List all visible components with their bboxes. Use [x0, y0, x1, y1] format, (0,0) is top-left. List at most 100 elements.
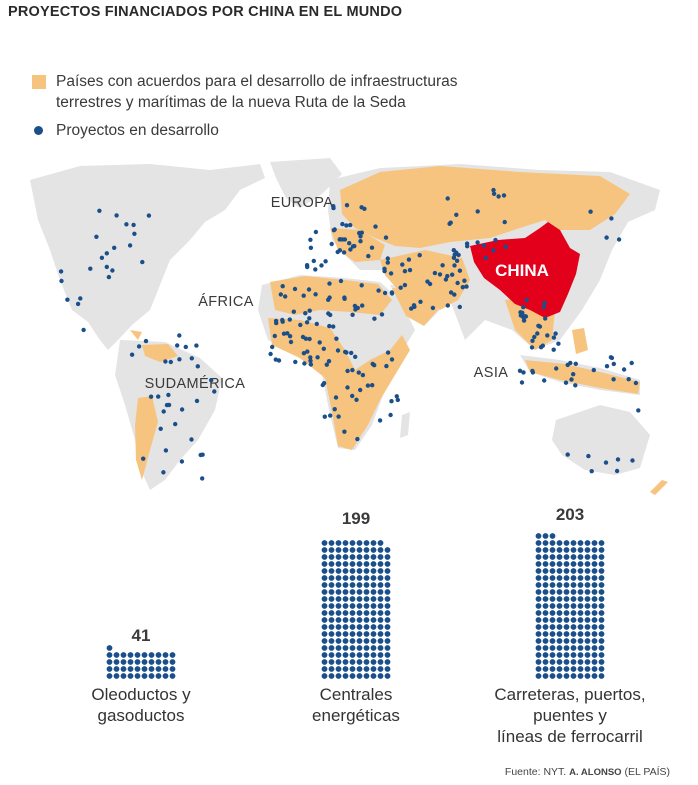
bar-unit-dot	[335, 624, 342, 630]
project-dot	[308, 245, 314, 250]
bar-unit-dot	[356, 624, 363, 630]
bar-unit-dot	[549, 596, 556, 602]
bar-unit-dot	[342, 610, 349, 616]
project-dot	[344, 223, 349, 228]
bar-unit-dot	[377, 589, 384, 595]
project-dot	[377, 418, 383, 423]
project-dot	[554, 366, 559, 371]
bar-unit-dot	[335, 554, 342, 560]
project-dot	[519, 380, 525, 385]
project-dot	[131, 222, 136, 228]
bar-unit-dot	[584, 603, 591, 609]
project-dot	[350, 312, 355, 317]
bar-unit-dot	[556, 582, 563, 588]
project-dot	[308, 355, 313, 360]
bar-unit-dot	[335, 603, 342, 609]
bar-unit-dot	[577, 631, 584, 637]
bar-unit-dot	[349, 652, 356, 658]
bar-unit-dot	[349, 624, 356, 630]
bar-unit-dot	[591, 610, 598, 616]
project-dot	[276, 358, 282, 363]
project-dot	[493, 237, 498, 243]
project-dot	[304, 320, 310, 325]
project-dot	[328, 312, 333, 318]
bar-unit-dot	[377, 575, 384, 581]
project-dot	[633, 380, 639, 386]
bar-unit-dot	[535, 659, 542, 665]
africa-label: ÁFRICA	[198, 293, 254, 310]
bar-unit-dot	[384, 575, 391, 581]
project-dot	[464, 241, 470, 246]
project-dot	[400, 262, 405, 267]
project-dot	[319, 263, 324, 268]
bar-unit-dot	[542, 659, 549, 665]
project-dot	[358, 234, 363, 239]
bar-unit-dot	[356, 617, 363, 623]
project-dot	[591, 367, 596, 373]
bar-unit-dot	[535, 589, 542, 595]
project-dot	[496, 194, 501, 199]
bar-unit-dot	[328, 603, 335, 609]
bar-unit-dot	[321, 603, 328, 609]
bar-unit-dot	[570, 575, 577, 581]
bar-unit-dot	[321, 624, 328, 630]
bar-unit-dot	[535, 575, 542, 581]
project-dot	[360, 372, 366, 378]
project-dot	[270, 344, 275, 350]
bar-unit-dot	[570, 638, 577, 644]
bar-unit-dot	[356, 631, 363, 637]
bar-unit-dot	[321, 561, 328, 567]
agree-indonesia	[525, 360, 640, 394]
bar-unit-dot	[363, 659, 370, 665]
bar-unit-dot	[349, 659, 356, 665]
bar-unit-dot	[584, 554, 591, 560]
bar-unit-dot	[321, 589, 328, 595]
project-dot	[586, 453, 591, 459]
project-dot	[173, 421, 178, 427]
bar-unit-dot	[335, 645, 342, 651]
bar-unit-dot	[577, 603, 584, 609]
bar-unit-dot	[542, 610, 549, 616]
bar-unit-dot	[591, 596, 598, 602]
project-dot	[308, 362, 314, 367]
bar-unit-dot	[370, 547, 377, 553]
bar-unit-dot	[570, 540, 577, 546]
bar-unit-dot	[384, 666, 391, 672]
bar-unit-dot	[591, 575, 598, 581]
project-dot	[148, 394, 154, 399]
project-dot	[432, 270, 438, 276]
bar-unit-dot	[363, 638, 370, 644]
project-dot	[350, 367, 355, 373]
project-dot	[78, 296, 83, 301]
bar-unit-dot	[328, 652, 335, 658]
bar-unit-dot	[549, 589, 556, 595]
project-dot	[308, 358, 313, 363]
project-dot	[313, 292, 318, 297]
value-label-2: 199	[342, 509, 370, 528]
bar-unit-dot	[106, 673, 113, 679]
project-dot	[194, 343, 199, 348]
project-dot	[104, 264, 110, 270]
bar-unit-dot	[349, 603, 356, 609]
bar-unit-dot	[591, 631, 598, 637]
bar-unit-dot	[598, 624, 605, 630]
legend-agreements-line1: Países con acuerdos para el desarrollo d…	[56, 73, 458, 90]
project-dot	[335, 348, 341, 353]
category-label-2: Centrales energéticas	[286, 684, 426, 726]
bar-unit-dot	[570, 589, 577, 595]
bar-unit-dot	[598, 673, 605, 679]
project-dot	[502, 219, 507, 225]
project-dot	[464, 284, 469, 289]
bar-unit-dot	[584, 631, 591, 637]
project-dot	[402, 282, 408, 288]
bar-unit-dot	[591, 645, 598, 651]
project-dot	[106, 274, 112, 280]
bar-unit-dot	[370, 596, 377, 602]
bar-unit-dot	[335, 575, 342, 581]
bar-unit-dot	[377, 631, 384, 637]
bar-unit-dot	[556, 624, 563, 630]
bar-unit-dot	[577, 582, 584, 588]
bar-unit-dot	[591, 554, 598, 560]
bar-unit-dot	[563, 610, 570, 616]
bar-unit-dot	[127, 652, 134, 658]
